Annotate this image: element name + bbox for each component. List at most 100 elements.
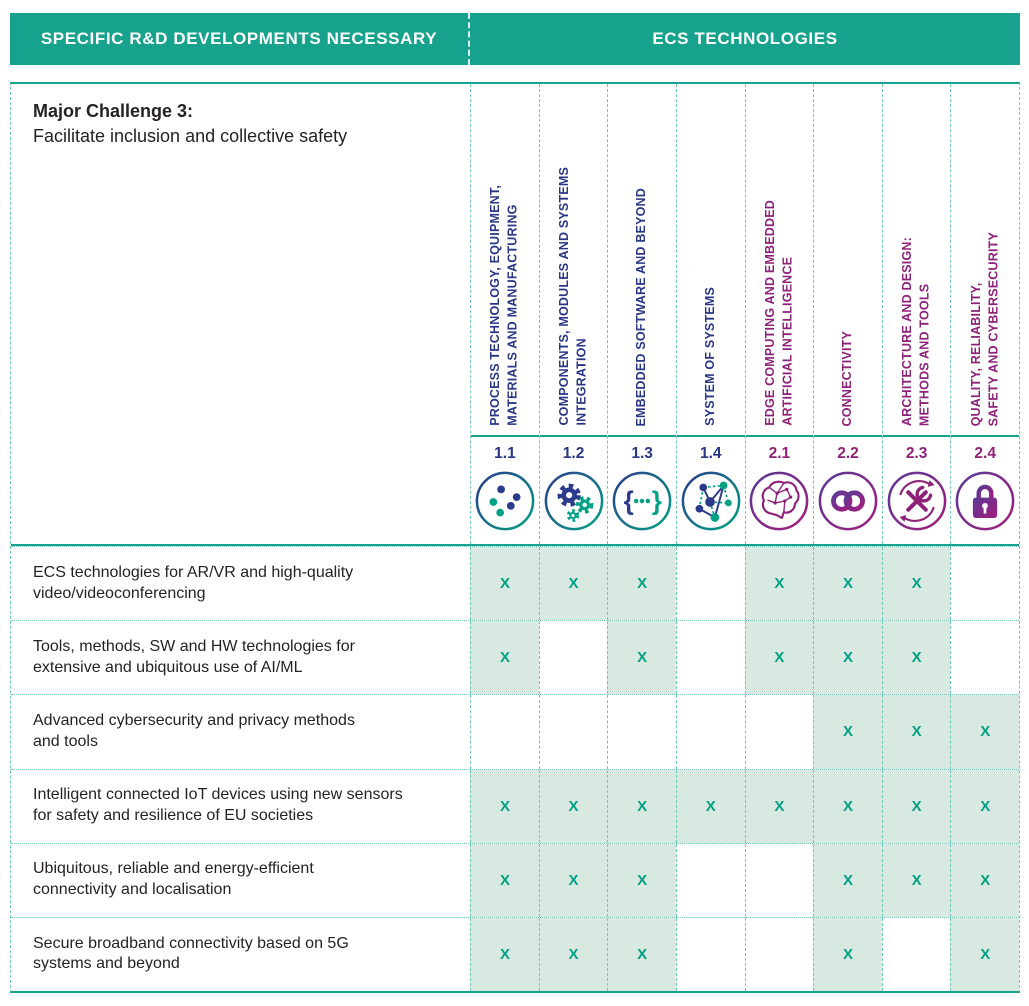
column-label-2-2: CONNECTIVITY [814,84,882,437]
matrix-cell: X [950,769,1020,843]
column-number-2-4: 2.4 [974,445,996,462]
matrix-cell: X [744,621,814,695]
row-label: Secure broadband connectivity based on 5… [33,934,349,973]
matrix-cell: X [607,843,676,917]
row-label: Ubiquitous, reliable and energy-efficien… [33,860,314,899]
matrix-cell: X [950,843,1020,917]
brain-icon [746,467,814,544]
column-number-1-4: 1.4 [699,445,722,462]
row-label: Advanced cybersecurity and privacy metho… [33,712,355,750]
matrix-cell [675,843,745,917]
row-label: Intelligent connected IoT devices using … [33,786,403,825]
matrix-cell: X [470,547,539,621]
gears-icon [540,467,608,544]
column-number-1-1: 1.1 [494,445,516,462]
column-header-2-1: EDGE COMPUTING AND EMBEDDED ARTIFICIAL I… [744,84,814,544]
table-row: Secure broadband connectivity based on 5… [11,916,1020,992]
major-challenge-subtitle: Facilitate inclusion and collective safe… [33,126,348,146]
table-row: Intelligent connected IoT devices using … [11,768,1020,843]
table-row: Tools, methods, SW and HW technologies f… [11,620,1019,695]
table-row: ECS technologies for AR/VR and high-qual… [11,546,1019,621]
column-header-2-3: ARCHITECTURE AND DESIGN: METHODS AND TOO… [881,84,951,544]
matrix-cell: X [813,621,882,695]
matrix-cell [675,695,745,769]
matrix-cell: X [538,843,608,917]
row-label: Tools, methods, SW and HW technologies f… [33,637,355,676]
column-header-2-4: QUALITY, RELIABILITY, SAFETY AND CYBERSE… [950,84,1020,544]
matrix-cell [607,695,676,769]
matrix-cell: X [813,769,882,843]
column-header-1-3: EMBEDDED SOFTWARE AND BEYOND 1.3 { } [607,84,676,544]
code-braces-icon: { } [608,467,676,544]
column-label-1-2: COMPONENTS, MODULES AND SYSTEMS INTEGRAT… [539,84,608,437]
matrix-cell: X [744,547,814,621]
column-header-1-4: SYSTEM OF SYSTEMS 1.4 [675,84,745,544]
matrix-cell: X [813,843,882,917]
matrix-cell [950,621,1019,695]
column-label-1-1: PROCESS TECHNOLOGY, EQUIPMENT, MATERIALS… [471,84,539,437]
table-row: Advanced cybersecurity and privacy metho… [11,694,1020,769]
wafer-grid-icon [471,467,539,544]
matrix-cell: X [881,843,951,917]
matrix-cell: X [538,547,608,621]
matrix-cell: X [881,547,951,621]
matrix-table: Major Challenge 3: Facilitate inclusion … [10,82,1020,993]
matrix-cell: X [607,769,676,843]
matrix-cell [744,695,814,769]
matrix-cell: X [813,917,882,992]
matrix-cell [675,547,745,621]
matrix-cell: X [470,843,539,917]
column-label-1-4: SYSTEM OF SYSTEMS [676,84,745,437]
matrix-cell: X [881,695,951,769]
column-header-band: Major Challenge 3: Facilitate inclusion … [11,84,1020,546]
matrix-cell: X [675,769,745,843]
column-number-2-3: 2.3 [905,445,928,462]
matrix-cell: X [744,769,814,843]
matrix-cell: X [607,917,676,992]
matrix-cell: X [607,547,676,621]
column-label-1-3: EMBEDDED SOFTWARE AND BEYOND [608,84,676,437]
column-label-2-3: ARCHITECTURE AND DESIGN: METHODS AND TOO… [882,84,951,437]
column-number-1-3: 1.3 [631,445,653,462]
column-header-1-1: PROCESS TECHNOLOGY, EQUIPMENT, MATERIALS… [470,84,539,544]
network-graph-icon [677,467,745,544]
matrix-cell: X [470,917,539,992]
header-right-cell: ECS TECHNOLOGIES [652,29,838,48]
matrix-cell [744,917,814,992]
matrix-cell [675,917,745,992]
column-number-2-2: 2.2 [837,445,859,462]
svg-text:}: } [652,486,662,516]
column-header-2-2: CONNECTIVITY 2.2 [813,84,882,544]
matrix-cell: X [538,917,608,992]
matrix-cell: X [607,621,676,695]
matrix-cell [538,621,608,695]
matrix-cell [950,547,1019,621]
matrix-cell [675,621,745,695]
major-challenge-cell: Major Challenge 3: Facilitate inclusion … [11,84,470,544]
matrix-cell: X [950,917,1020,992]
chain-links-icon [814,467,882,544]
row-label: ECS technologies for AR/VR and high-qual… [33,563,354,602]
matrix-cell [538,695,608,769]
column-number-1-2: 1.2 [562,445,585,462]
matrix-cell: X [950,695,1020,769]
padlock-icon [951,467,1019,544]
table-row: Ubiquitous, reliable and energy-efficien… [11,842,1020,917]
column-number-2-1: 2.1 [768,445,791,462]
matrix-cell [881,917,951,992]
column-header-1-2: COMPONENTS, MODULES AND SYSTEMS INTEGRAT… [538,84,608,544]
svg-text:{: { [624,486,634,516]
matrix-cell [744,843,814,917]
matrix-header-bar: SPECIFIC R&D DEVELOPMENTS NECESSARY ECS … [10,13,1020,65]
major-challenge-title: Major Challenge 3: [33,101,194,121]
tools-cycle-icon [883,467,951,544]
column-label-2-1: EDGE COMPUTING AND EMBEDDED ARTIFICIAL I… [745,84,814,437]
header-left-cell: SPECIFIC R&D DEVELOPMENTS NECESSARY [10,13,470,65]
matrix-cell [470,695,539,769]
column-label-2-4: QUALITY, RELIABILITY, SAFETY AND CYBERSE… [951,84,1020,437]
matrix-cell: X [881,621,951,695]
matrix-cell: X [470,621,539,695]
matrix-cell: X [538,769,608,843]
matrix-cell: X [813,547,882,621]
